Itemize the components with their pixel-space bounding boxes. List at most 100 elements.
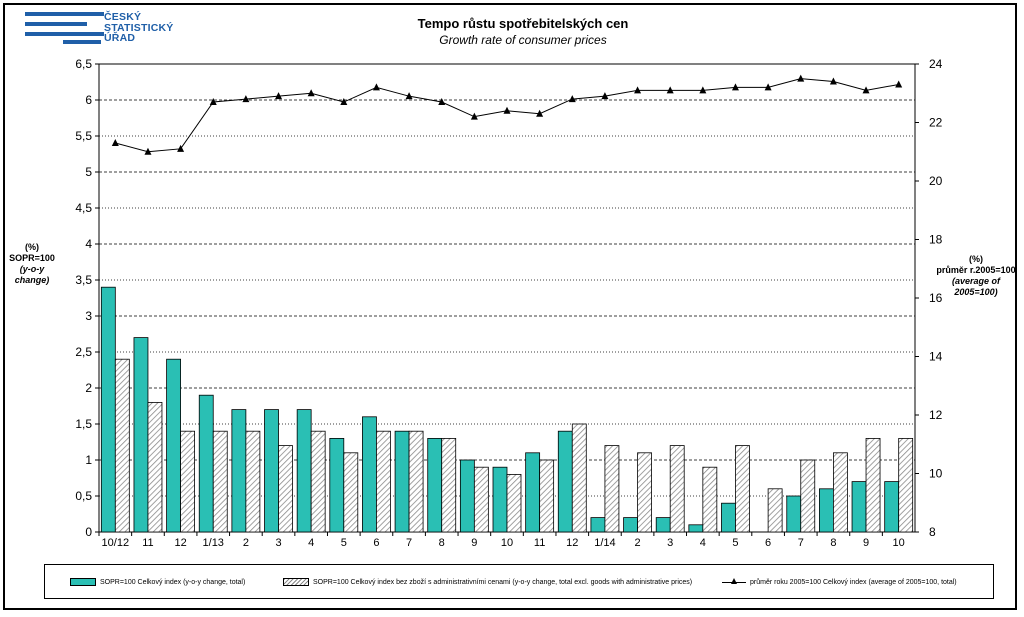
bar-excl-admin: [376, 430, 391, 533]
bar-total: [492, 466, 508, 533]
x-tick-label: 4: [308, 537, 314, 549]
right-axis-label: (%) průměr r.2005=100 (average of 2005=1…: [930, 254, 1022, 298]
right-tick-label: 10: [929, 467, 943, 481]
right-axis-base: průměr r.2005=100: [936, 265, 1016, 275]
right-tick-label: 18: [929, 233, 943, 247]
right-tick-label: 16: [929, 291, 943, 305]
right-tick-label: 22: [929, 116, 943, 130]
line-marker: [438, 98, 446, 106]
left-tick-label: 6,5: [75, 57, 92, 71]
line-marker: [895, 80, 903, 88]
x-tick-label: 2: [243, 537, 249, 549]
logo-text: ČESKÝ STATISTICKÝ ÚŘAD: [104, 12, 173, 44]
line-marker: [307, 89, 315, 97]
line-marker: [372, 83, 380, 91]
left-tick-label: 5: [85, 165, 92, 179]
legend-label-total: SOPR=100 Celkový index (y-o-y change, to…: [100, 578, 246, 586]
left-tick-label: 2,5: [75, 345, 92, 359]
legend-label-excl-admin: SOPR=100 Celkový index bez zboží s admin…: [313, 578, 693, 586]
logo-line-1: ČESKÝ: [104, 11, 142, 23]
bar-total: [590, 517, 606, 533]
legend: SOPR=100 Celkový index (y-o-y change, to…: [44, 564, 994, 599]
legend-swatch-excl-admin: [283, 578, 309, 586]
line-marker: [829, 77, 837, 85]
x-tick-label: 5: [732, 537, 738, 549]
line-marker: [536, 109, 544, 117]
logo-line-2: STATISTICKÝ: [104, 21, 174, 34]
x-tick-label: 10: [501, 537, 513, 549]
x-tick-label: 8: [439, 537, 445, 549]
line-marker: [111, 138, 119, 146]
right-tick-label: 12: [929, 408, 943, 422]
right-tick-label: 8: [929, 525, 936, 539]
bar-total: [133, 337, 149, 533]
bar-total: [525, 452, 541, 533]
bar-total: [819, 488, 834, 533]
line-marker: [470, 112, 478, 120]
line-marker: [503, 106, 511, 114]
bar-total: [394, 430, 410, 533]
bar-total: [100, 286, 116, 533]
bar-total: [557, 430, 573, 533]
legend-swatch-total: [70, 578, 96, 586]
bar-excl-admin: [212, 430, 228, 533]
legend-label-index-2005: průměr roku 2005=100 Celkový index (aver…: [750, 578, 957, 586]
x-tick-label: 9: [471, 537, 477, 549]
left-axis-unit: (%): [25, 242, 39, 252]
bar-excl-admin: [571, 423, 587, 533]
bar-excl-admin: [343, 452, 359, 533]
bar-total: [655, 517, 671, 533]
x-tick-label: 7: [406, 537, 412, 549]
bar-total: [459, 459, 475, 533]
x-tick-label: 1/14: [594, 537, 615, 549]
logo-line-3: ÚŘAD: [104, 32, 136, 44]
legend-item-index-2005: průměr roku 2005=100 Celkový index (aver…: [722, 578, 957, 586]
bar-total: [623, 517, 638, 533]
bar-excl-admin: [114, 358, 130, 533]
x-tick-label: 10/12: [102, 537, 130, 549]
line-index-2005: [115, 78, 899, 153]
x-tick-label: 6: [373, 537, 379, 549]
bar-total: [296, 409, 312, 533]
line-marker: [340, 98, 348, 106]
bar-excl-admin: [539, 459, 555, 533]
legend-item-excl-admin: SOPR=100 Celkový index bez zboží s admin…: [283, 578, 692, 586]
x-tick-label: 3: [667, 537, 673, 549]
bar-total: [688, 524, 704, 533]
title-english: Growth rate of consumer prices: [439, 33, 607, 47]
x-tick-label: 11: [142, 537, 153, 549]
bar-excl-admin: [735, 445, 750, 533]
bar-excl-admin: [767, 488, 783, 533]
left-axis-label: (%) SOPR=100 (y-o-y change): [2, 242, 62, 286]
bar-total: [231, 409, 247, 533]
bar-excl-admin: [800, 459, 816, 533]
bar-total: [264, 409, 279, 533]
x-tick-label: 4: [700, 537, 706, 549]
x-tick-label: 1/13: [203, 537, 224, 549]
line-marker: [242, 95, 250, 103]
chart-title: Tempo růstu spotřebitelských cen Growth …: [380, 16, 666, 47]
left-axis-base: SOPR=100: [9, 253, 55, 263]
bar-excl-admin: [702, 466, 718, 533]
x-tick-label: 7: [798, 537, 804, 549]
czso-logo: ČESKÝ STATISTICKÝ ÚŘAD: [25, 12, 200, 44]
x-tick-label: 12: [566, 537, 578, 549]
x-tick-label: 8: [830, 537, 836, 549]
line-marker: [666, 86, 674, 94]
bar-total: [362, 416, 377, 533]
bar-excl-admin: [604, 445, 620, 533]
bar-excl-admin: [506, 473, 522, 533]
bar-excl-admin: [408, 430, 424, 533]
bar-total: [851, 481, 867, 533]
right-axis-unit: (%): [969, 254, 983, 264]
line-marker: [405, 92, 413, 100]
x-tick-label: 6: [765, 537, 771, 549]
chart-frame: [3, 3, 1017, 610]
line-marker: [209, 98, 217, 106]
bar-excl-admin: [833, 452, 848, 533]
x-tick-label: 9: [863, 537, 869, 549]
line-marker: [797, 74, 805, 82]
right-tick-label: 20: [929, 174, 943, 188]
line-marker: [731, 83, 739, 91]
